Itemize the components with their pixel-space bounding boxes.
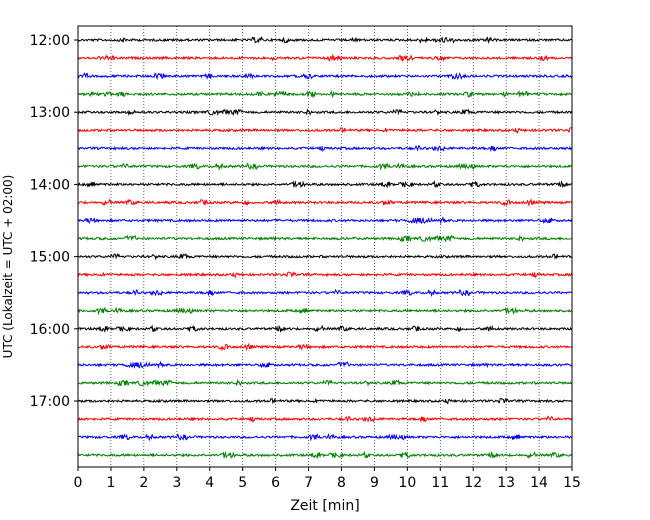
x-tick-label: 11 [431, 475, 449, 491]
trace-1630 [77, 360, 573, 370]
y-tick-label: 12:00 [30, 33, 70, 49]
trace-1330 [77, 144, 573, 153]
y-tick-label: 16:00 [30, 322, 70, 338]
trace-1615 [77, 342, 573, 352]
trace-layer [77, 35, 573, 460]
x-tick-label: 9 [370, 475, 379, 491]
y-tick-label: 14:00 [30, 177, 70, 193]
trace-1545 [77, 306, 573, 316]
trace-1730 [77, 433, 573, 442]
x-tick-label: 8 [337, 475, 346, 491]
x-axis-label: Zeit [min] [290, 498, 359, 514]
trace-1430 [77, 216, 573, 225]
trace-1515 [77, 271, 573, 279]
trace-1600 [77, 324, 573, 333]
trace-1315 [77, 126, 573, 135]
trace-1345 [77, 162, 573, 171]
x-tick-label: 14 [530, 475, 548, 491]
trace-1415 [77, 198, 573, 207]
x-tick-label: 6 [271, 475, 280, 491]
y-tick-label: 13:00 [30, 105, 70, 121]
trace-1400 [77, 179, 573, 189]
trace-1700 [77, 397, 573, 405]
x-tick-label: 13 [497, 475, 515, 491]
trace-1230 [77, 72, 573, 81]
trace-1745 [77, 450, 573, 460]
x-tick-label: 7 [304, 475, 313, 491]
trace-1715 [77, 415, 573, 423]
x-tick-label: 5 [238, 475, 247, 491]
trace-1645 [77, 379, 573, 387]
y-axis-label: UTC (Lokalzeit = UTC + 02:00) [1, 175, 15, 359]
trace-1300 [77, 108, 573, 117]
x-tick-label: 4 [205, 475, 214, 491]
x-tick-label: 1 [106, 475, 115, 491]
x-tick-label: 10 [398, 475, 416, 491]
trace-1500 [77, 252, 573, 261]
x-tick-label: 2 [139, 475, 148, 491]
trace-1200 [77, 35, 573, 44]
y-tick-label: 17:00 [30, 394, 70, 410]
trace-1215 [77, 53, 573, 63]
x-tick-label: 12 [464, 475, 482, 491]
plot-frame [77, 25, 573, 468]
y-axis-ticks: 12:00 13:00 14:00 15:00 16:00 17:00 [30, 33, 78, 410]
trace-1245 [77, 89, 573, 99]
y-tick-label: 15:00 [30, 250, 70, 266]
trace-1530 [77, 288, 573, 298]
x-tick-label: 3 [172, 475, 181, 491]
x-tick-label: 15 [563, 475, 581, 491]
trace-1445 [77, 234, 573, 243]
x-tick-label: 0 [74, 475, 83, 491]
x-axis-ticks: 0 1 2 3 4 5 6 7 8 9 10 11 12 13 14 15 [74, 467, 581, 491]
